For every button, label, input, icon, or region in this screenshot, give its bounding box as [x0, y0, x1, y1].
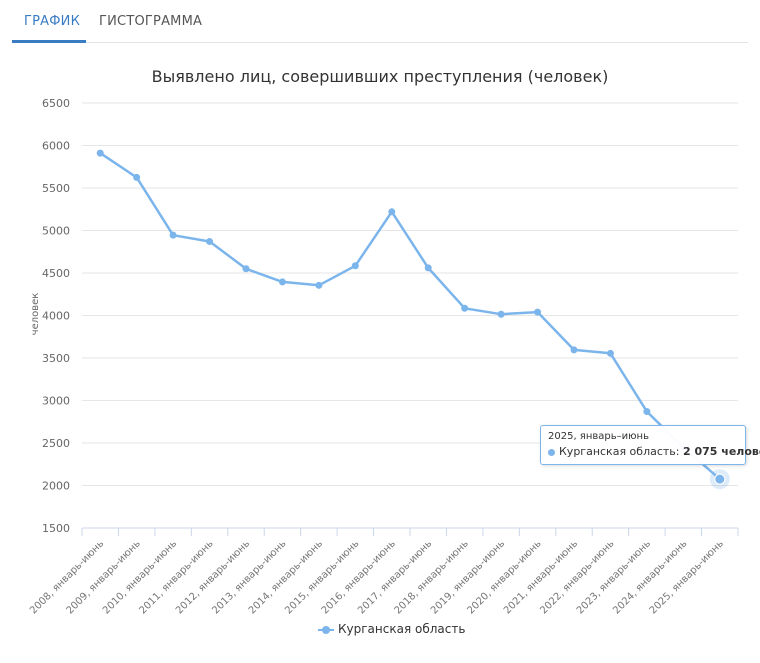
- y-tick-label: 5000: [42, 225, 70, 238]
- x-tick-label: 2008, январь-июнь: [28, 538, 106, 616]
- x-tick-label: 2011, январь-июнь: [137, 538, 215, 616]
- x-tick-label: 2022, январь-июнь: [538, 538, 616, 616]
- chart-title: Выявлено лиц, совершивших преступления (…: [152, 67, 609, 86]
- series-line-kurgan: [99, 152, 721, 481]
- data-point[interactable]: [643, 408, 651, 416]
- data-point[interactable]: [315, 281, 323, 289]
- x-tick-label: 2024, январь-июнь: [611, 538, 689, 616]
- tooltip-value: 2 075 человек: [683, 445, 760, 458]
- data-point[interactable]: [424, 264, 432, 272]
- line-chart: Выявлено лиц, совершивших преступления (…: [28, 67, 739, 616]
- tooltip-header: 2025, январь–июнь: [548, 431, 649, 442]
- x-tick-label: 2021, январь-июнь: [502, 538, 580, 616]
- y-tick-label: 5500: [42, 182, 70, 195]
- x-tick-label: 2017, январь-июнь: [356, 538, 434, 616]
- y-tick-label: 3500: [42, 352, 70, 365]
- data-point[interactable]: [96, 149, 104, 157]
- y-tick-label: 6500: [42, 97, 70, 110]
- data-point[interactable]: [351, 262, 359, 270]
- tab-bar: ГРАФИК ГИСТОГРАММА: [12, 0, 748, 43]
- y-axis-ticks: 1500 2000 2500 3000 3500 4000 4500 5000 5500 6000…: [42, 97, 70, 535]
- data-point[interactable]: [133, 173, 141, 181]
- data-point[interactable]: [606, 349, 614, 357]
- y-tick-label: 4000: [42, 310, 70, 323]
- x-tick-label: 2016, январь-июнь: [320, 538, 398, 616]
- data-point[interactable]: [570, 346, 578, 354]
- x-tick-label: 2025, январь-июнь: [648, 538, 726, 616]
- x-tick-label: 2014, январь-июнь: [247, 538, 325, 616]
- data-point[interactable]: [497, 310, 505, 318]
- legend-marker-icon: [318, 625, 334, 635]
- y-tick-label: 1500: [42, 522, 70, 535]
- y-axis-label: человек: [30, 293, 41, 336]
- x-tick-label: 2010, январь-июнь: [101, 538, 179, 616]
- x-tick-label: 2019, январь-июнь: [429, 538, 507, 616]
- x-tick-label: 2012, январь-июнь: [174, 538, 252, 616]
- data-point[interactable]: [388, 208, 396, 216]
- data-point[interactable]: [714, 473, 726, 485]
- y-tick-label: 4500: [42, 267, 70, 280]
- tooltip-line: Курганская область: 2 075 человек: [548, 445, 760, 458]
- x-tick-label: 2023, январь-июнь: [575, 538, 653, 616]
- data-point[interactable]: [242, 265, 250, 273]
- chart-tooltip: 2025, январь–июнь Курганская область: 2 …: [540, 425, 760, 465]
- legend-label: Курганская область: [338, 622, 466, 636]
- tooltip-series-label: Курганская область:: [559, 445, 680, 458]
- data-point[interactable]: [206, 238, 214, 246]
- data-point[interactable]: [461, 304, 469, 312]
- data-point[interactable]: [534, 308, 542, 316]
- x-tick-label: 2018, январь-июнь: [393, 538, 471, 616]
- y-tick-label: 2000: [42, 480, 70, 493]
- gridlines: [82, 102, 738, 529]
- tab-chart[interactable]: ГРАФИК: [24, 14, 81, 29]
- data-point[interactable]: [278, 278, 286, 286]
- data-point[interactable]: [169, 231, 177, 239]
- tooltip-marker-icon: [548, 448, 555, 456]
- x-tick-label: 2013, январь-июнь: [210, 538, 288, 616]
- tab-histogram[interactable]: ГИСТОГРАММА: [99, 14, 203, 29]
- active-tab-indicator: [12, 40, 86, 43]
- x-tick-label: 2020, январь-июнь: [465, 538, 543, 616]
- y-tick-label: 6000: [42, 140, 70, 153]
- legend-item-kurgan[interactable]: Курганская область: [318, 622, 465, 636]
- y-tick-label: 2500: [42, 437, 70, 450]
- x-tick-label: 2009, январь-июнь: [65, 538, 143, 616]
- x-tick-label: 2015, январь-июнь: [283, 538, 361, 616]
- y-tick-label: 3000: [42, 395, 70, 408]
